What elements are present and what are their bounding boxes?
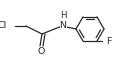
Text: O: O: [37, 48, 45, 56]
Text: N: N: [59, 21, 66, 30]
Text: H: H: [60, 12, 66, 20]
Text: F: F: [106, 37, 111, 46]
Text: Cl: Cl: [0, 21, 7, 30]
